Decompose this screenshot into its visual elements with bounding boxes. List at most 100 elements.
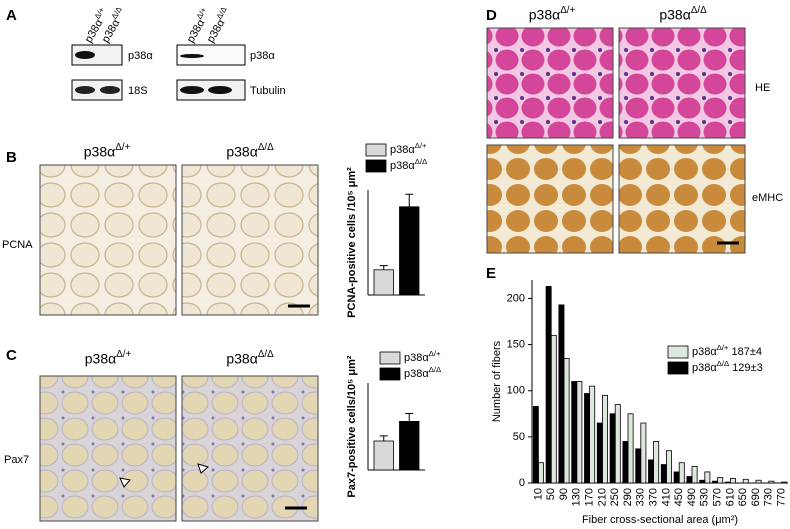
x-tick-label: 90	[558, 488, 570, 500]
x-tick-label: 610	[724, 488, 736, 506]
bar	[635, 448, 642, 484]
bar	[724, 481, 731, 484]
x-tick-label: 370	[648, 488, 660, 506]
error-bar	[379, 435, 388, 441]
legend-label: p38αΔ/Δ 129±3	[692, 359, 763, 374]
bar	[571, 381, 578, 484]
micrograph	[181, 375, 319, 522]
blot-label: p38α	[128, 50, 153, 62]
x-tick-label: 210	[596, 488, 608, 506]
legend-swatch	[667, 361, 689, 375]
bar	[627, 413, 634, 484]
bar	[545, 286, 552, 484]
micrograph	[39, 375, 177, 522]
bar	[678, 462, 685, 484]
x-tick-label: 130	[571, 488, 583, 506]
row-label: HE	[755, 82, 770, 94]
panel-letter: E	[486, 265, 496, 282]
bar	[596, 422, 603, 484]
bar	[584, 393, 590, 484]
column-heading: p38αΔ/+	[529, 5, 576, 23]
x-tick-label: 650	[737, 488, 749, 506]
bar	[691, 465, 698, 484]
x-tick-label: 530	[699, 488, 711, 506]
bar	[399, 206, 420, 296]
legend-swatch	[667, 345, 689, 359]
bar	[576, 381, 583, 484]
x-tick-label: 330	[635, 488, 647, 506]
legend-label: p38αΔ/+ 187±4	[692, 343, 762, 358]
panel-letter: C	[6, 347, 17, 364]
x-tick-label: 490	[686, 488, 698, 506]
x-tick-label: 10	[532, 488, 544, 500]
legend-label: p38αΔ/+	[404, 349, 441, 364]
panel-letter: A	[6, 7, 17, 24]
error-bar	[379, 265, 388, 270]
y-axis-label: Pax7-positive cells/10⁵ μm²	[346, 355, 358, 497]
bar	[660, 464, 667, 484]
bar	[704, 471, 711, 484]
bar	[686, 476, 693, 484]
panel-letter: B	[6, 149, 17, 166]
legend-swatch	[379, 367, 401, 381]
x-tick-label: 290	[622, 488, 634, 506]
x-tick-label: 570	[712, 488, 724, 506]
blot	[71, 44, 246, 101]
bar	[712, 480, 718, 484]
column-heading: p38αΔ/Δ	[226, 142, 274, 160]
blot-label: Tubulin	[250, 85, 286, 97]
legend-swatch	[365, 159, 387, 173]
blot-label: p38α	[250, 50, 275, 62]
bar	[538, 462, 544, 484]
bar	[532, 406, 539, 484]
x-tick-label: 450	[673, 488, 685, 506]
bar	[673, 471, 680, 484]
error-bar	[405, 412, 414, 422]
legend-label: p38αΔ/+	[390, 141, 427, 156]
y-tick-label: 0	[519, 477, 525, 489]
column-heading: p38αΔ/+	[85, 349, 132, 367]
bar	[666, 450, 672, 484]
column-heading: p38αΔ/Δ	[659, 5, 707, 23]
y-axis-label: PCNA-positive cells /10⁵ μm²	[346, 167, 358, 318]
bar	[640, 422, 647, 484]
row-label: eMHC	[752, 192, 783, 204]
x-tick-label: 730	[763, 488, 775, 506]
panel-letter: D	[486, 7, 497, 24]
bar	[755, 479, 762, 484]
bar	[648, 459, 654, 484]
bar	[558, 304, 565, 484]
y-tick-label: 150	[507, 338, 525, 350]
error-bar	[405, 193, 414, 207]
x-tick-label: 250	[609, 488, 621, 506]
bar	[399, 421, 420, 471]
micrograph	[486, 27, 614, 139]
arrowhead	[119, 477, 131, 488]
legend-swatch	[365, 143, 387, 157]
bar	[609, 413, 616, 484]
bar	[742, 478, 749, 484]
micrograph	[618, 27, 746, 139]
bar	[653, 441, 660, 484]
column-heading: p38αΔ/Δ	[226, 349, 274, 367]
x-tick-label: 410	[660, 488, 672, 506]
micrograph	[486, 144, 614, 254]
bar	[699, 479, 706, 484]
arrowhead	[197, 463, 210, 474]
x-tick-label: 690	[750, 488, 762, 506]
y-tick-label: 100	[507, 385, 525, 397]
column-heading: p38αΔ/+	[84, 142, 131, 160]
bar	[373, 440, 394, 471]
legend-label: p38αΔ/Δ	[390, 157, 427, 172]
bar	[622, 441, 629, 484]
y-tick-label: 200	[507, 292, 525, 304]
row-label: PCNA	[2, 239, 33, 251]
bar	[373, 269, 394, 296]
bar	[781, 481, 788, 484]
blot-label: 18S	[128, 85, 148, 97]
x-tick-label: 50	[545, 488, 557, 500]
micrograph	[39, 164, 177, 316]
legend-label: p38αΔ/Δ	[404, 365, 441, 380]
row-label: Pax7	[4, 454, 29, 466]
